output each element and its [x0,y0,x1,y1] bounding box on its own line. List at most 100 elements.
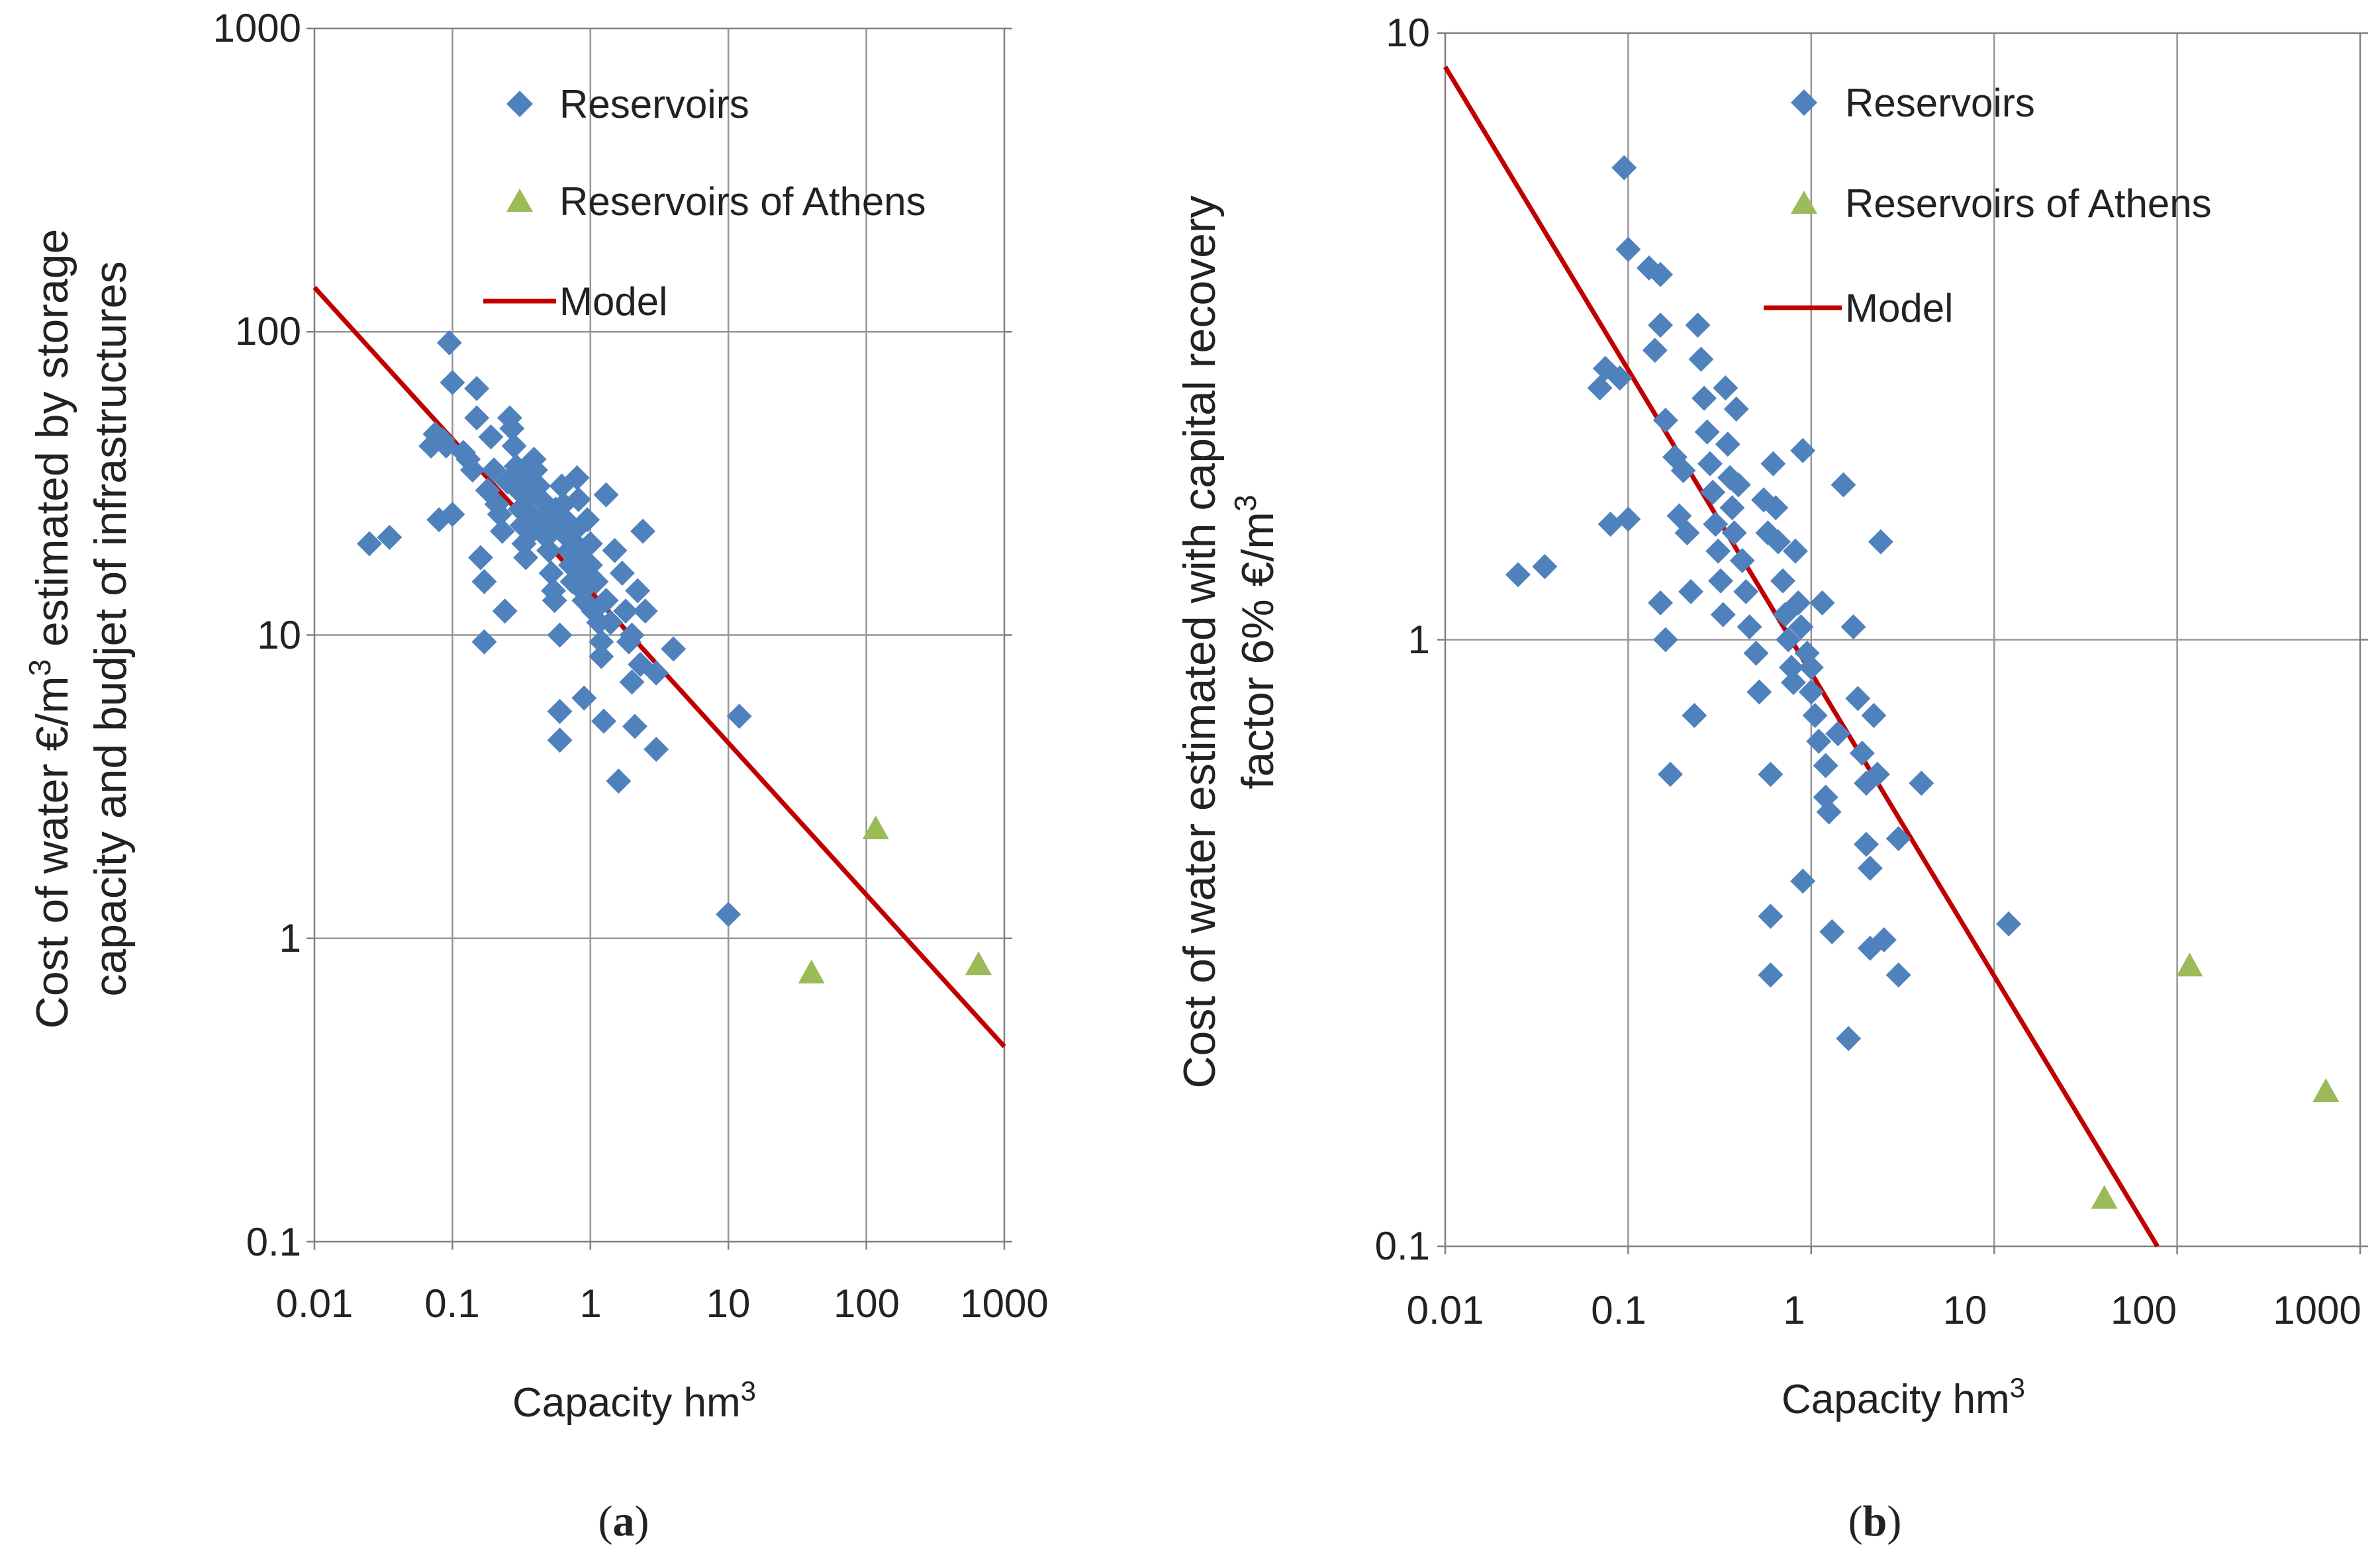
y-axis-label-b-line2: factor 6% €/m3 [1228,494,1283,789]
x-tick-label-a-0.1: 0.1 [424,1281,479,1326]
reservoir-point [1909,770,1934,796]
reservoir-point [1615,236,1641,262]
chart-a: 1000 100 10 1 0.1 0.01 0.1 1 10 100 1000… [23,6,1049,1545]
reservoir-point [1854,831,1880,857]
reservoir-point [1760,451,1786,477]
athens-reservoir-point [965,951,992,976]
reservoir-point [1885,962,1911,988]
reservoir-point [536,537,562,563]
y-tick-label-a-100: 100 [235,309,301,353]
x-tick-label-b-1000: 1000 [2273,1288,2361,1332]
reservoir-point [1719,495,1745,521]
reservoir-point [593,482,619,508]
caption-b: (b) [1848,1497,1902,1545]
reservoir-point [1648,590,1674,616]
reservoir-point [643,737,669,762]
reservoir-point [1785,590,1811,616]
athens-reservoir-point [862,815,889,839]
y-tick-label-a-10: 10 [257,613,301,657]
reservoir-point [1674,520,1700,546]
reservoir-point [1505,562,1531,588]
reservoir-point [522,457,548,483]
legend-a: Reservoirs Reservoirs of Athens Model [483,82,926,324]
reservoir-point [1831,472,1856,498]
reservoir-point [1778,655,1804,680]
athens-reservoir-point [2091,1185,2118,1209]
reservoir-point [1691,385,1717,411]
legend-b-athens-label: Reservoirs of Athens [1845,181,2212,226]
reservoir-point [564,465,590,490]
reservoir-point [1798,679,1824,705]
reservoir-point [487,502,512,528]
y-axis-label-a-line2: capacity and budjet of infrastructures [85,261,136,996]
reservoir-point [1652,407,1678,433]
axis-ticks-a [307,27,1012,1250]
x-tick-label-a-10: 10 [706,1281,751,1326]
reservoir-point [459,457,485,483]
reservoir-point [1825,721,1851,747]
reservoir-point [1700,479,1726,505]
reservoir-point [1836,1026,1862,1052]
reservoir-point [471,629,497,655]
reservoir-point [1816,799,1842,825]
reservoir-point [481,457,507,483]
legend-b-reservoirs-marker [1791,89,1817,116]
reservoir-point [565,486,591,512]
reservoir-point [1770,568,1795,594]
reservoir-point [1845,686,1871,712]
chart-b: 10 1 0.1 0.01 0.1 1 10 100 1000 Capacity… [1174,11,2368,1545]
reservoir-point [1607,365,1633,391]
reservoir-point [1723,396,1749,422]
reservoir-point [1871,927,1897,953]
reservoir-point [1819,919,1845,944]
x-tick-label-b-0.1: 0.1 [1591,1288,1646,1332]
reservoir-point [609,560,635,586]
reservoir-point [612,598,638,624]
reservoir-point [436,330,462,355]
reservoir-point [471,569,497,594]
reservoir-point [602,537,628,563]
athens-reservoir-point [2312,1078,2340,1103]
reservoir-point [499,416,525,441]
x-axis-label-b: Capacity hm3 [1782,1372,2025,1422]
reservoir-point [1658,761,1684,787]
reservoir-point [1615,506,1641,532]
reservoir-point [1868,529,1893,555]
x-tick-label-a-1000: 1000 [960,1281,1048,1326]
reservoir-point [577,531,603,557]
reservoir-point [538,560,564,586]
reservoir-point [1864,761,1890,787]
y-tick-label-a-1: 1 [279,916,301,960]
reservoir-point [1721,520,1747,546]
reservoir-point [1765,529,1791,555]
reservoir-point [1725,472,1751,498]
reservoir-point [1697,451,1723,477]
y-axis-label-b-line1: Cost of water estimated with capital rec… [1174,195,1225,1088]
reservoir-point [1776,627,1801,653]
reservoir-point [606,768,632,794]
caption-a: (a) [598,1497,649,1545]
x-tick-label-b-1: 1 [1783,1288,1805,1332]
reservoir-point [1705,538,1731,564]
legend-a-reservoirs-label: Reservoirs [559,82,749,126]
legend-a-athens-label: Reservoirs of Athens [559,179,926,224]
reservoir-point [440,370,465,396]
x-axis-label-a: Capacity hm3 [512,1375,756,1426]
reservoir-point [1737,614,1762,640]
reservoir-point [542,588,567,614]
reservoir-point [1648,312,1674,338]
gridlines-b [1445,33,2360,1246]
reservoir-point [1763,495,1789,521]
reservoir-point [1743,640,1769,666]
reservoir-point [492,598,518,624]
reservoir-point [547,622,573,648]
reservoir-point [1806,729,1832,755]
reservoir-point [571,685,597,711]
reservoir-point [1857,855,1883,881]
reservoir-point [1798,655,1824,680]
x-tick-label-a-0.01: 0.01 [276,1281,354,1326]
reservoir-point [547,727,573,753]
reservoir-point [716,901,741,927]
reservoir-point [589,629,614,655]
